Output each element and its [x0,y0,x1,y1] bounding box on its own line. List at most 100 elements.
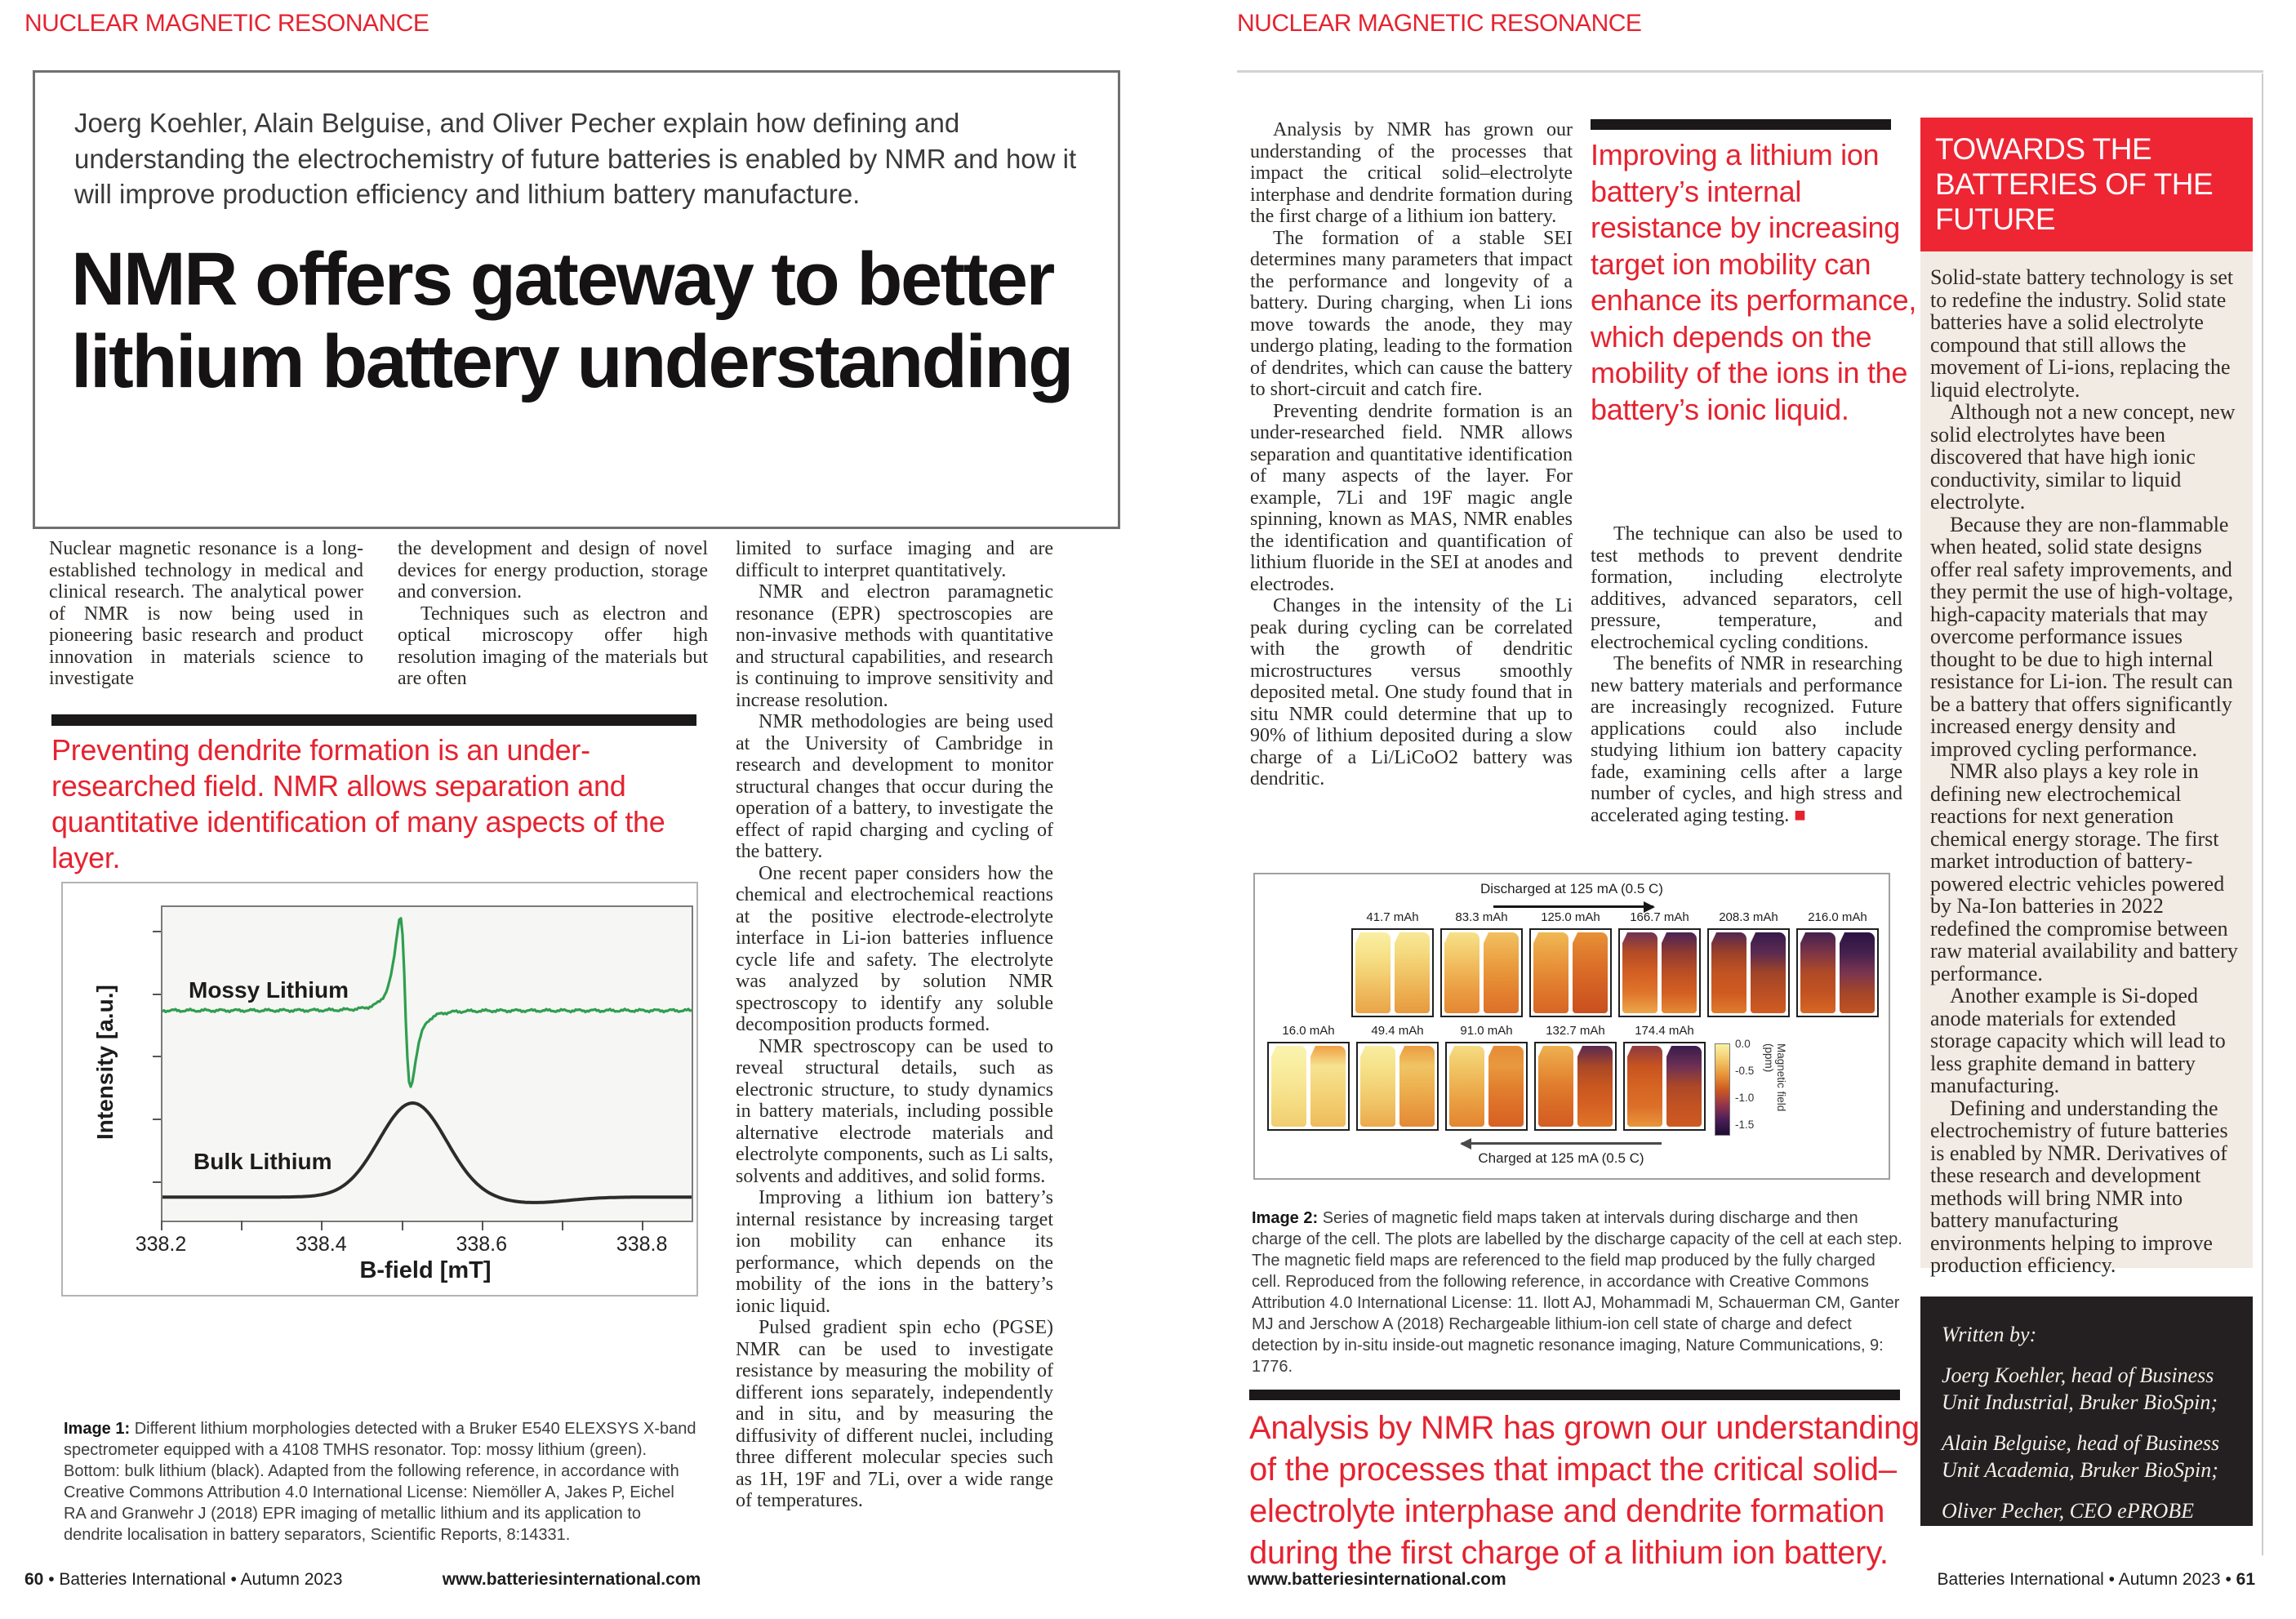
pull-quote-rule [1591,119,1891,130]
field-map-panel-label: 16.0 mAh [1282,1024,1335,1038]
field-map-panel: 91.0 mAh [1445,1024,1528,1131]
cell-map-strip [1662,932,1697,1013]
written-by-label: Written by: [1942,1323,2037,1346]
chart-y-axis-label: Intensity [a.u.] [92,985,118,1140]
body-paragraph: Nuclear magnetic resonance is a long-est… [49,538,363,689]
field-map-panel-label: 125.0 mAh [1541,910,1600,924]
sidebar-title: TOWARDS THE BATTERIES OF THE FUTURE [1920,118,2253,251]
field-map-panel: 216.0 mAh [1796,910,1879,1017]
colorbar-tick-label: -1.0 [1735,1092,1755,1104]
pull-quote-rule [51,714,696,726]
body-paragraph: Improving a lithium ion battery’s intern… [736,1187,1053,1317]
discharge-label: Discharged at 125 mA (0.5 C) [1480,881,1663,896]
sidebar-paragraph: Another example is Si-doped anode materi… [1930,984,2226,1097]
body-paragraph: One recent paper considers how the chemi… [736,862,1053,1036]
field-map-panel: 166.7 mAh [1618,910,1701,1017]
body-column-l3: limited to surface imaging and are diffi… [736,538,1053,1512]
body-paragraph: The technique can also be used to test m… [1591,523,1902,653]
body-paragraph: Analysis by NMR has grown our understand… [1250,119,1573,227]
chart-x-tick-label: 338.6 [456,1233,507,1256]
sidebar-paragraph: Because they are non-flammable when heat… [1930,512,2234,761]
cell-map-strip [1711,932,1746,1013]
author-note: Alain Belguise, head of Business Unit Ac… [1942,1431,2220,1482]
field-map [1618,928,1701,1017]
chart-y-tick [153,1056,161,1058]
pull-quote-rule [1249,1390,1900,1400]
author-note: Joerg Koehler, head of Business Unit Ind… [1942,1363,2218,1414]
footer-site-link-left[interactable]: www.batteriesinternational.com [442,1570,701,1589]
figure-1-caption: Image 1: Different lithium morphologies … [64,1418,699,1546]
header-rule [1237,70,2263,73]
epr-chart-plot: Mossy Lithium Bulk Lithium [161,905,693,1222]
chart-y-tick [153,993,161,995]
field-map-panel-label: 83.3 mAh [1455,910,1508,924]
cell-map-strip [1395,932,1430,1013]
caption-text: Series of magnetic field maps taken at i… [1252,1209,1902,1376]
cell-map-strip [1484,932,1519,1013]
chart-x-tick-label: 338.8 [616,1233,668,1256]
sidebar-paragraph: Solid-state battery technology is set to… [1930,265,2234,402]
footer-site-link-right[interactable]: www.batteriesinternational.com [1248,1570,1506,1589]
cell-map-strip [1627,1046,1662,1127]
cell-map-strip [1800,932,1835,1013]
caption-text: Different lithium morphologies detected … [64,1420,696,1544]
field-map-panel: 174.4 mAh [1623,1024,1706,1131]
colorbar-tick-label: -0.5 [1735,1065,1755,1077]
colorbar [1715,1043,1730,1136]
body-paragraph: NMR spectroscopy can be used to reveal s… [736,1035,1053,1187]
figure-2: Discharged at 125 mA (0.5 C) 41.7 mAh 83.… [1253,873,1890,1180]
cell-map-strip [1666,1046,1702,1127]
colorbar-tick-label: 0.0 [1735,1038,1751,1050]
footer-right-page: Batteries International • Autumn 2023 • … [1602,1570,2255,1590]
section-kicker-right: NUCLEAR MAGNETIC RESONANCE [1237,10,1642,37]
body-paragraph: The formation of a stable SEI determines… [1250,227,1573,401]
chart-x-tick [321,1221,323,1230]
field-map [1267,1042,1350,1131]
field-map-panel-label: 91.0 mAh [1460,1024,1513,1038]
discharge-arrow [1493,901,1655,913]
body-paragraph: the development and design of novel devi… [398,538,708,603]
body-column-r1: Analysis by NMR has grown our understand… [1250,119,1573,790]
body-paragraph: limited to surface imaging and are diffi… [736,538,1053,581]
field-map-panel-label: 41.7 mAh [1366,910,1419,924]
caption-label: Image 2: [1252,1209,1319,1227]
field-map [1440,928,1523,1017]
body-paragraph-text: The benefits of NMR in researching new b… [1591,653,1902,826]
footer-publication: • Batteries International • Autumn 2023 [43,1570,343,1589]
chart-y-tick [153,1119,161,1121]
chart-x-tick [481,1221,483,1230]
body-paragraph: Pulsed gradient spin echo (PGSE) NMR can… [736,1317,1053,1511]
body-paragraph: The benefits of NMR in researching new b… [1591,653,1902,826]
caption-label: Image 1: [64,1420,131,1438]
pull-quote-left: Preventing dendrite formation is an unde… [51,733,665,874]
charge-label: Charged at 125 mA (0.5 C) [1478,1150,1644,1166]
standfirst: Joerg Koehler, Alain Belguise, and Olive… [74,108,1077,209]
field-map [1623,1042,1706,1131]
series-label-bulk: Bulk Lithium [194,1149,332,1174]
chart-x-tick-label: 338.2 [135,1233,187,1256]
cell-map-strip [1355,932,1391,1013]
footer-publication: Batteries International • Autumn 2023 • [1937,1570,2236,1589]
sidebar-paragraph: Defining and understanding the electroch… [1930,1096,2228,1277]
chart-x-tick [401,1221,403,1230]
cell-map-strip [1488,1046,1524,1127]
field-map-panel-label: 49.4 mAh [1371,1024,1424,1038]
field-map-panel-label: 174.4 mAh [1635,1024,1694,1038]
field-map-panel-label: 132.7 mAh [1546,1024,1605,1038]
field-map-panel: 41.7 mAh [1351,910,1434,1017]
chart-x-tick-label: 338.4 [296,1233,347,1256]
section-kicker-left: NUCLEAR MAGNETIC RESONANCE [24,10,429,37]
figure-1: Intensity [a.u.] Mossy Lithium Bulk Lith… [61,882,698,1297]
chart-x-tick [241,1221,243,1230]
figure-2-caption: Image 2: Series of magnetic field maps t… [1252,1208,1905,1377]
field-map [1351,928,1434,1017]
body-paragraph: Preventing dendrite formation is an unde… [1250,400,1573,595]
series-label-mossy: Mossy Lithium [189,977,349,1003]
article-headline: NMR offers gateway to better lithium bat… [71,237,1074,403]
field-map-panel: 208.3 mAh [1707,910,1790,1017]
chart-x-tick [642,1221,644,1230]
cell-map-strip [1751,932,1786,1013]
author-note: Oliver Pecher, CEO ePROBE [1942,1499,2195,1523]
body-column-l2: the development and design of novel devi… [398,538,708,690]
sidebar-paragraph: NMR also plays a key role in defining ne… [1930,759,2238,985]
